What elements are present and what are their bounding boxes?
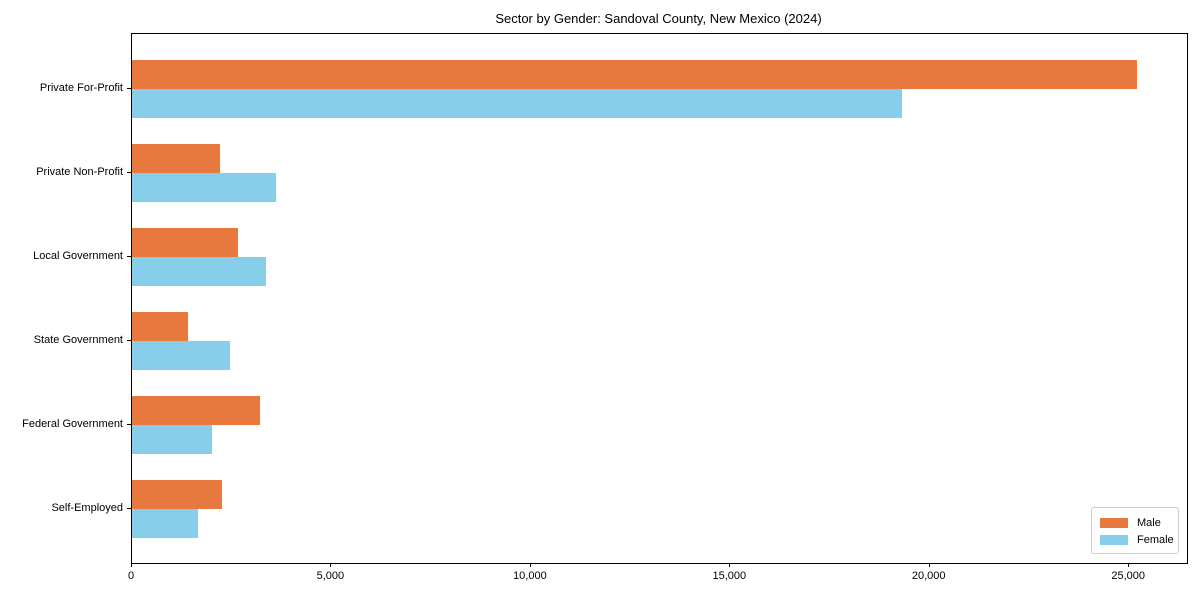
- x-axis-tick-label-15-000: 15,000: [712, 570, 747, 582]
- x-axis-tick-label-10-000: 10,000: [513, 570, 547, 582]
- x-axis-tick-label-25-000: 25,000: [1111, 570, 1146, 582]
- y-axis-category-label-local-government: Local Government: [33, 250, 123, 262]
- y-axis-category-label-self-employed: Self-Employed: [51, 502, 123, 514]
- legend-entry-female: Female: [1100, 531, 1174, 548]
- chart-title: Sector by Gender: Sandoval County, New M…: [495, 11, 822, 26]
- y-axis-tick-mark: [127, 424, 131, 425]
- y-axis-category-label-private-for-profit: Private For-Profit: [39, 82, 123, 94]
- bar-male-state-government: [132, 312, 188, 341]
- bar-male-federal-government: [132, 396, 260, 425]
- x-axis-tick-mark: [1128, 563, 1130, 567]
- plot-area: Male Female: [131, 33, 1188, 564]
- x-axis-tick-label-20-000: 20,000: [911, 570, 946, 582]
- bar-female-private-non-profit: [132, 173, 276, 202]
- legend-entry-male: Male: [1100, 514, 1172, 531]
- bar-female-self-employed: [132, 509, 198, 538]
- y-axis-tick-mark: [127, 340, 131, 341]
- x-axis-tick-mark: [729, 563, 731, 567]
- bar-male-local-government: [132, 228, 238, 257]
- legend: Male Female: [1091, 507, 1179, 554]
- x-axis-tick-mark: [928, 563, 930, 567]
- bar-male-private-for-profit: [132, 60, 1138, 89]
- bar-male-private-non-profit: [132, 144, 220, 173]
- legend-swatch-female: [1100, 534, 1128, 545]
- bar-male-self-employed: [132, 480, 222, 509]
- legend-label-female: Female: [1137, 533, 1174, 546]
- y-axis-tick-mark: [127, 172, 131, 173]
- y-axis-tick-mark: [127, 256, 131, 257]
- x-axis-tick-label-5-000: 5,000: [316, 570, 345, 582]
- x-axis-tick-label-0: 0: [127, 570, 135, 582]
- y-axis-category-label-federal-government: Federal Government: [22, 418, 123, 430]
- y-axis-category-label-private-non-profit: Private Non-Profit: [36, 166, 123, 178]
- x-axis-tick-mark: [330, 563, 332, 567]
- y-axis-tick-mark: [127, 508, 131, 509]
- y-axis-category-label-state-government: State Government: [33, 334, 123, 346]
- y-axis-tick-mark: [127, 88, 131, 89]
- bar-female-private-for-profit: [132, 89, 902, 118]
- legend-swatch-male: [1100, 517, 1128, 528]
- legend-label-male: Male: [1137, 516, 1161, 529]
- bar-female-federal-government: [132, 425, 212, 454]
- x-axis-tick-mark: [529, 563, 531, 567]
- x-axis-tick-mark: [131, 563, 132, 567]
- bar-female-local-government: [132, 257, 266, 286]
- bar-female-state-government: [132, 341, 230, 370]
